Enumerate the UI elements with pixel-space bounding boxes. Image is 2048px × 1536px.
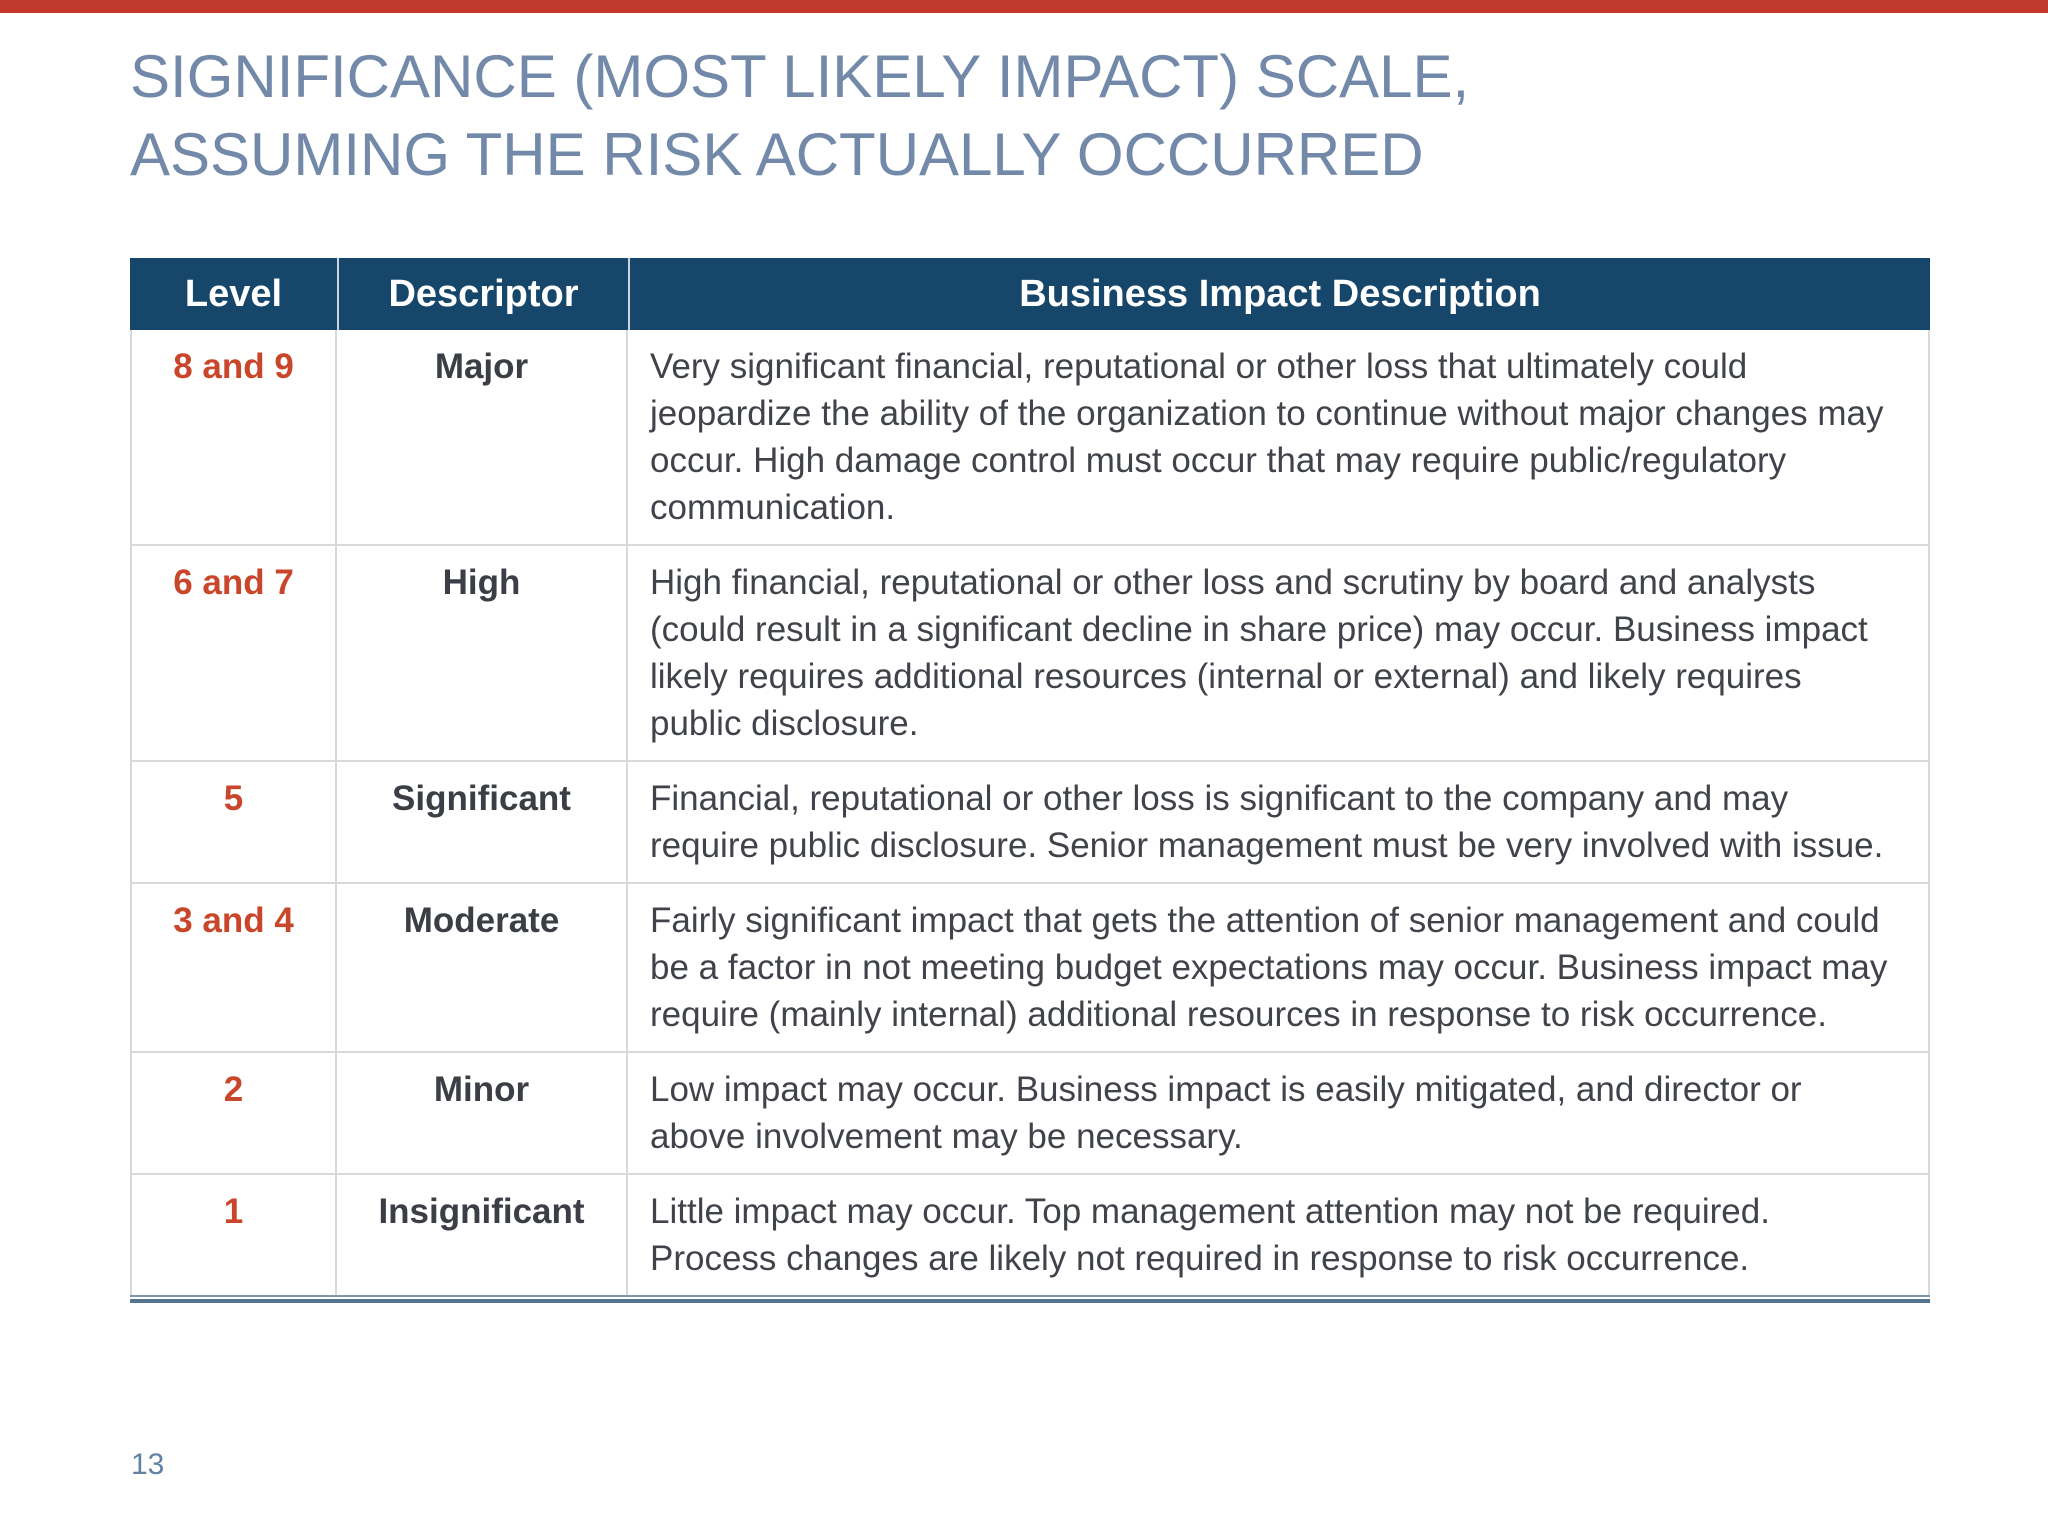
header-cell-level: Level xyxy=(184,272,283,315)
impact-table-header: Level Descriptor Business Impact Descrip… xyxy=(130,258,1930,330)
level-cell: 5 xyxy=(132,762,337,882)
header-cell-descriptor: Descriptor xyxy=(337,258,628,330)
descriptor-cell: Significant xyxy=(337,762,628,882)
impact-table-body: 8 and 9 Major Very significant financial… xyxy=(130,330,1930,1295)
table-bottom-border xyxy=(130,1295,1930,1303)
table-row: 5 Significant Financial, reputational or… xyxy=(132,762,1930,884)
description-cell: Very significant financial, reputational… xyxy=(628,330,1930,544)
level-cell: 6 and 7 xyxy=(132,546,337,760)
header-cell-description: Business Impact Description xyxy=(628,258,1930,330)
level-cell: 3 and 4 xyxy=(132,884,337,1051)
top-accent-bar xyxy=(0,0,2048,13)
descriptor-cell: Major xyxy=(337,330,628,544)
description-cell: Fairly significant impact that gets the … xyxy=(628,884,1930,1051)
slide-title: SIGNIFICANCE (MOST LIKELY IMPACT) SCALE,… xyxy=(130,38,1890,194)
table-row: 8 and 9 Major Very significant financial… xyxy=(132,330,1930,546)
table-row: 1 Insignificant Little impact may occur.… xyxy=(132,1175,1930,1295)
slide-title-line1: SIGNIFICANCE (MOST LIKELY IMPACT) SCALE, xyxy=(130,43,1470,110)
slide-title-line2: ASSUMING THE RISK ACTUALLY OCCURRED xyxy=(130,121,1424,188)
descriptor-cell: Insignificant xyxy=(337,1175,628,1295)
table-row: 2 Minor Low impact may occur. Business i… xyxy=(132,1053,1930,1175)
description-cell: Little impact may occur. Top management … xyxy=(628,1175,1930,1295)
table-row: 3 and 4 Moderate Fairly significant impa… xyxy=(132,884,1930,1053)
impact-table: Level Descriptor Business Impact Descrip… xyxy=(130,258,1930,1303)
descriptor-cell: Moderate xyxy=(337,884,628,1051)
descriptor-cell: Minor xyxy=(337,1053,628,1173)
description-cell: Financial, reputational or other loss is… xyxy=(628,762,1930,882)
page-number: 13 xyxy=(131,1448,165,1481)
table-row: 6 and 7 High High financial, reputationa… xyxy=(132,546,1930,762)
level-cell: 1 xyxy=(132,1175,337,1295)
description-cell: Low impact may occur. Business impact is… xyxy=(628,1053,1930,1173)
level-cell: 2 xyxy=(132,1053,337,1173)
descriptor-cell: High xyxy=(337,546,628,760)
description-cell: High financial, reputational or other lo… xyxy=(628,546,1930,760)
level-cell: 8 and 9 xyxy=(132,330,337,544)
